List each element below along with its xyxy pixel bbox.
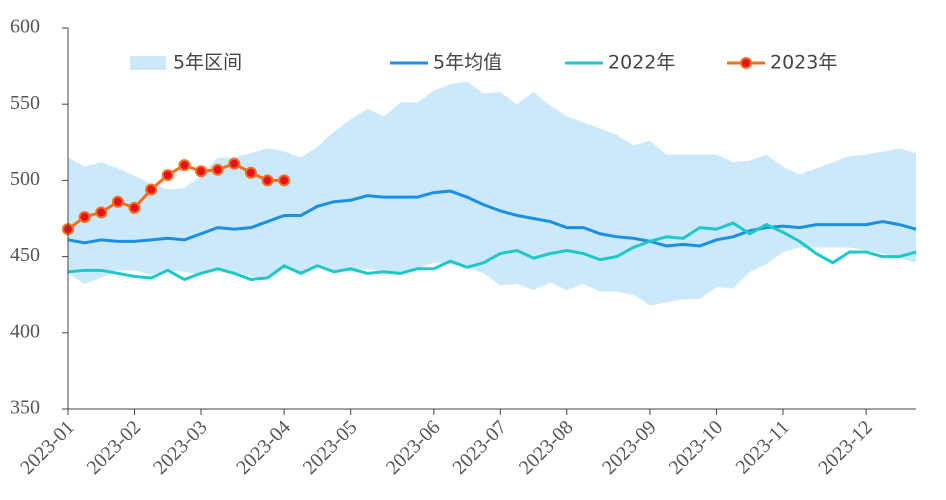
x-tick-label: 2023-07 (448, 416, 511, 479)
x-tick-label: 2023-05 (299, 416, 362, 479)
point (261, 174, 274, 187)
y-tick-label: 600 (10, 16, 40, 38)
x-tick-label: 2023-02 (83, 416, 146, 479)
y-tick-label: 450 (10, 244, 40, 266)
legend-swatch (130, 56, 166, 70)
y-tick-label: 550 (10, 92, 40, 114)
y-tick-label: 500 (10, 168, 40, 190)
range-area (68, 81, 916, 306)
point (78, 210, 91, 223)
point (95, 206, 108, 219)
y-tick-label: 350 (10, 397, 40, 419)
x-tick-label: 2023-10 (665, 416, 728, 479)
point (161, 169, 174, 182)
point (211, 163, 224, 176)
x-tick-label: 2023-03 (149, 416, 212, 479)
legend-label: 2023年 (770, 52, 837, 74)
point (195, 165, 208, 178)
point (278, 174, 291, 187)
x-tick-label: 2023-04 (232, 416, 295, 479)
x-tick-label: 2023-12 (814, 416, 877, 479)
point (111, 195, 124, 208)
x-tick-label: 2023-08 (515, 416, 578, 479)
line (67, 221, 917, 282)
legend-label: 5年均值 (433, 52, 502, 74)
point (228, 157, 241, 170)
x-tick-label: 2023-11 (732, 416, 794, 478)
legend-label: 5年区间 (173, 52, 242, 74)
legend-marker (740, 57, 752, 69)
point (128, 201, 141, 214)
point (244, 166, 257, 179)
y-tick-label: 400 (10, 320, 40, 342)
point (145, 183, 158, 196)
legend-label: 2022年 (608, 52, 675, 74)
x-tick-label: 2023-01 (16, 416, 79, 479)
point (178, 159, 191, 172)
x-tick-label: 2023-06 (382, 416, 445, 479)
x-tick-label: 2023-09 (598, 416, 661, 479)
